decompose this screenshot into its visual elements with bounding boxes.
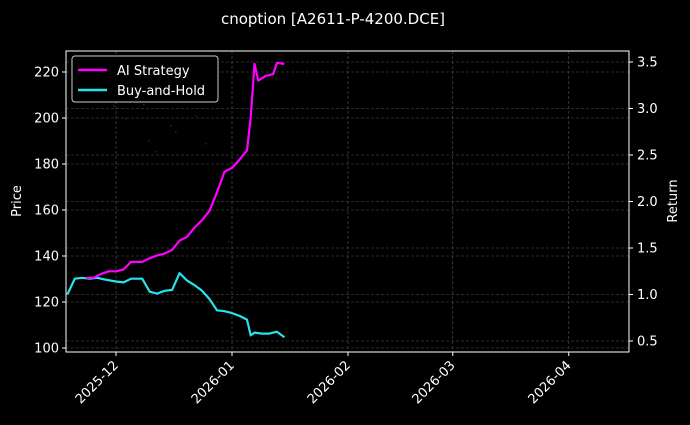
y2-tick-label: 3.0 bbox=[637, 102, 658, 117]
legend: AI Strategy Buy-and-Hold bbox=[71, 55, 219, 103]
y-tick-label: 140 bbox=[34, 250, 59, 265]
y-tick-label: 160 bbox=[34, 204, 59, 219]
right-axis: 0.5 1.0 1.5 2.0 2.5 3.0 3.5 bbox=[629, 56, 658, 350]
y-tick-label: 100 bbox=[34, 342, 59, 357]
y2-tick-label: 0.5 bbox=[637, 335, 658, 350]
chart-title: cnoption [A2611-P-4200.DCE] bbox=[221, 10, 445, 28]
left-axis: 100 120 140 160 180 200 220 bbox=[34, 66, 66, 357]
y-axis-label: Price bbox=[10, 185, 25, 217]
grid bbox=[66, 51, 629, 352]
series-line-ai-strategy bbox=[86, 61, 285, 279]
y2-tick-label: 2.5 bbox=[637, 149, 658, 164]
y-tick-label: 200 bbox=[34, 112, 59, 127]
series-line-buy-and-hold bbox=[66, 272, 286, 339]
y2-tick-label: 1.0 bbox=[637, 288, 658, 303]
y-tick-label: 220 bbox=[34, 66, 59, 81]
y2-axis-label: Return bbox=[666, 179, 681, 222]
y2-tick-label: 3.5 bbox=[637, 56, 658, 71]
legend-label-ai-strategy: AI Strategy bbox=[117, 64, 190, 79]
y2-tick-label: 1.5 bbox=[637, 242, 658, 257]
plot-lines bbox=[66, 61, 286, 339]
y2-tick-label: 2.0 bbox=[637, 195, 658, 210]
y-tick-label: 120 bbox=[34, 296, 59, 311]
legend-label-buy-and-hold: Buy-and-Hold bbox=[117, 84, 205, 99]
background-dots bbox=[113, 104, 251, 291]
y-tick-label: 180 bbox=[34, 158, 59, 173]
